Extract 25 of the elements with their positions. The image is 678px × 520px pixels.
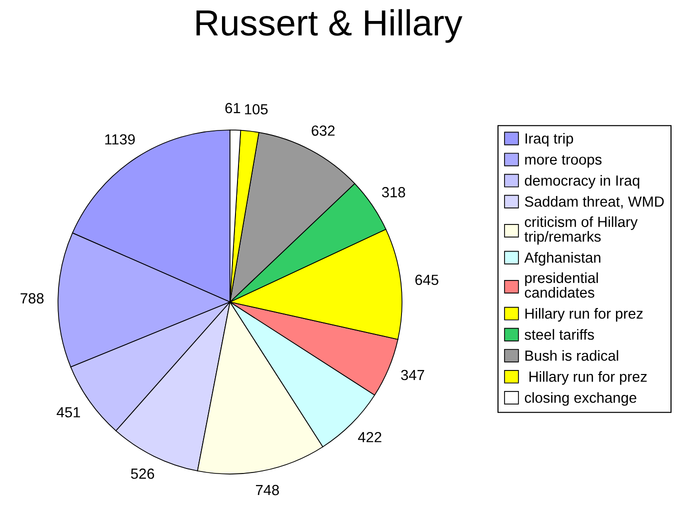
legend-label: Iraq trip [526, 132, 574, 147]
chart-title: Russert & Hillary [196, 9, 462, 43]
legend-label: closing exchange [524, 392, 636, 406]
legend-label: democracy in Iraq [524, 175, 640, 189]
legend-label: Bush is radical [525, 350, 618, 361]
legend-label: criticism of Hillary trip/remarks [524, 216, 638, 245]
data-label: 645 [415, 274, 438, 285]
legend-label: presidential candidates [524, 272, 598, 298]
data-label: 347 [401, 370, 424, 380]
legend-label: more troops [525, 155, 602, 168]
legend-label: Hillary run for prez [530, 371, 647, 385]
data-label: 1139 [105, 134, 135, 145]
data-label: 422 [358, 432, 382, 442]
legend-label: Afghanistan [524, 252, 600, 266]
data-label: 788 [20, 293, 44, 304]
data-label: 61 [225, 102, 240, 114]
legend-label: steel tariffs [524, 329, 594, 340]
data-label: 451 [56, 407, 80, 418]
data-label: 526 [131, 468, 154, 479]
data-label: 632 [312, 126, 335, 136]
data-label: 105 [245, 104, 268, 114]
legend-label: Saddam threat, WMD [524, 196, 664, 208]
data-label: 748 [256, 484, 279, 496]
legend-label: Hillary run for prez [525, 308, 643, 322]
data-label: 318 [382, 187, 406, 198]
